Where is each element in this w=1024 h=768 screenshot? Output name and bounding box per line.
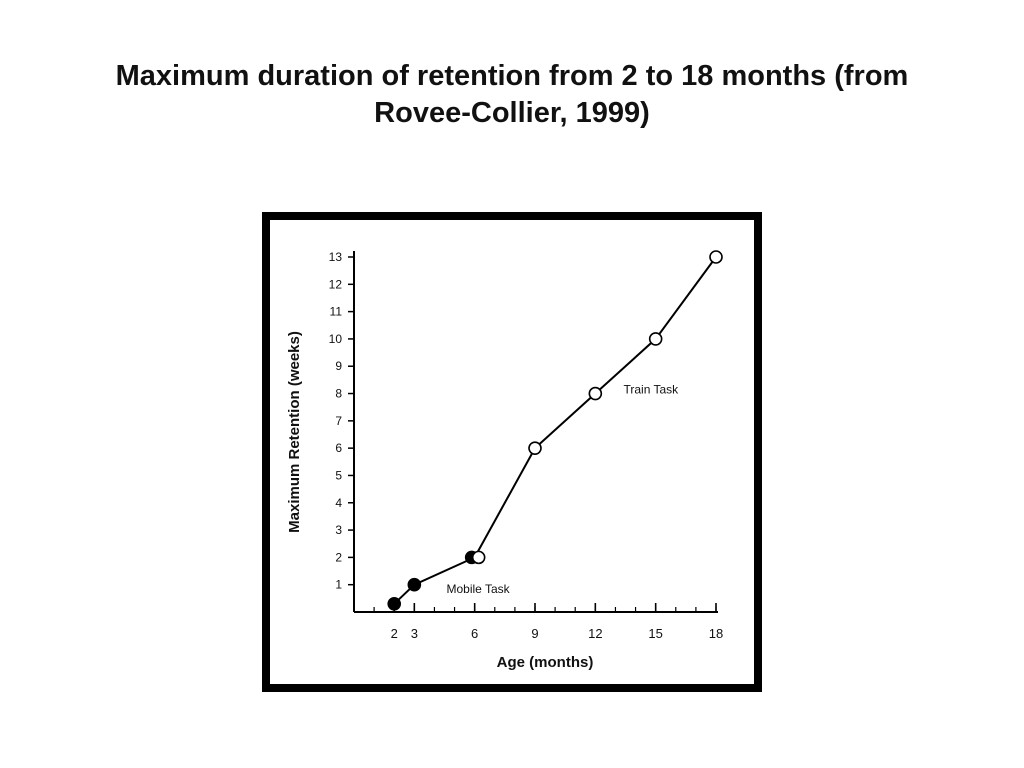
y-axis-label: Maximum Retention (weeks) (286, 331, 303, 533)
x-axis-label: Age (months) (497, 654, 594, 671)
train-task-label: Train Task (623, 383, 679, 397)
series-labels: Mobile Task Train Task (447, 383, 680, 596)
train-task-point (588, 386, 603, 401)
y-tick-label: 4 (335, 496, 342, 510)
series-line-1 (473, 256, 717, 558)
y-tick-label: 8 (335, 387, 342, 401)
y-tick-label: 10 (329, 332, 343, 346)
train-task-point (471, 550, 486, 565)
y-tick-label: 7 (335, 414, 342, 428)
y-tick-label: 5 (335, 468, 342, 482)
train-task-point (709, 250, 723, 264)
x-tick-label: 18 (709, 626, 723, 641)
figure-frame: 1 2 3 4 5 6 7 8 9 10 11 12 13 2 3 6 9 12 15 18 Mobile Task T… (262, 212, 762, 692)
series-lines (393, 256, 717, 605)
data-points (387, 250, 723, 611)
x-tick-label: 3 (411, 626, 418, 641)
x-tick-label: 9 (531, 626, 538, 641)
mobile-task-point (387, 597, 402, 611)
y-tick-label: 13 (329, 250, 343, 264)
y-tick-label: 3 (335, 523, 342, 537)
y-tick-label: 12 (329, 277, 343, 291)
series-line-0 (393, 556, 476, 605)
y-tick-label: 11 (330, 305, 343, 319)
y-tick-label: 6 (335, 441, 342, 455)
x-tick-label: 6 (471, 626, 478, 641)
slide-title: Maximum duration of retention from 2 to … (115, 60, 909, 129)
x-tick-label: 15 (648, 626, 662, 641)
train-task-point (648, 332, 663, 346)
x-tick-label: 12 (588, 626, 602, 641)
train-task-point (528, 441, 542, 455)
y-tick-label: 2 (335, 550, 342, 564)
mobile-task-label: Mobile Task (447, 582, 511, 596)
y-tick-label: 1 (335, 578, 342, 592)
x-tick-label: 2 (391, 626, 398, 641)
mobile-task-point (407, 577, 422, 592)
axes (353, 251, 718, 613)
y-tick-label: 9 (335, 359, 342, 373)
